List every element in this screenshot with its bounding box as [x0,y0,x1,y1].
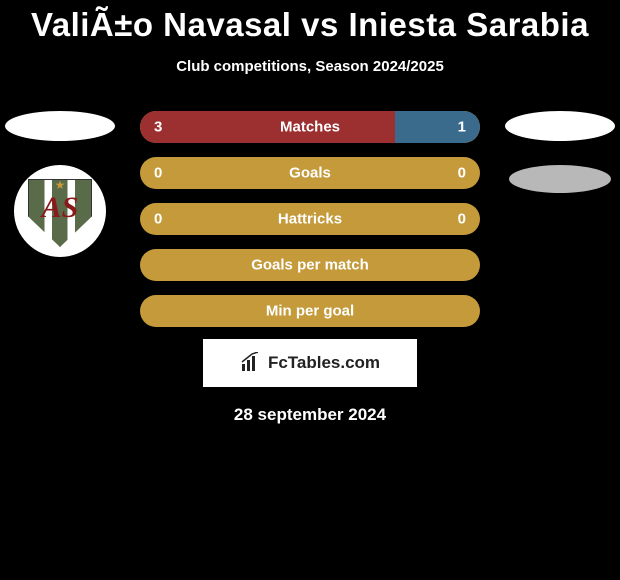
stat-bar: Min per goal [140,295,480,327]
shield-letters: AS [28,193,92,223]
player-right-col [500,111,620,193]
shield-star-icon: ★ [28,178,92,192]
player-left-col: ★ AS [0,111,120,257]
stat-bar: 31Matches [140,111,480,143]
stat-bar: 00Goals [140,157,480,189]
stat-label: Goals per match [140,257,480,274]
subtitle: Club competitions, Season 2024/2025 [0,58,620,75]
club-shield-left: ★ AS [14,165,106,257]
stat-bars: 31Matches 00Goals 00Hattricks Goals per mat… [140,111,480,327]
stat-label: Hattricks [140,211,480,228]
bar-chart-icon [240,352,262,374]
player-left-oval [5,111,115,141]
brand-box[interactable]: FcTables.com [203,339,417,387]
stat-label: Goals [140,165,480,182]
club-right-oval [509,165,611,193]
date-label: 28 september 2024 [0,405,620,425]
comparison-panel: ★ AS 31Matches 00Goals 00Hattricks Goals pe… [0,111,620,327]
player-right-oval [505,111,615,141]
stat-label: Min per goal [140,303,480,320]
stat-bar: 00Hattricks [140,203,480,235]
stat-bar: Goals per match [140,249,480,281]
stat-label: Matches [140,119,480,136]
brand-text: FcTables.com [268,353,380,373]
page-title: ValiÃ±o Navasal vs Iniesta Sarabia [0,0,620,44]
